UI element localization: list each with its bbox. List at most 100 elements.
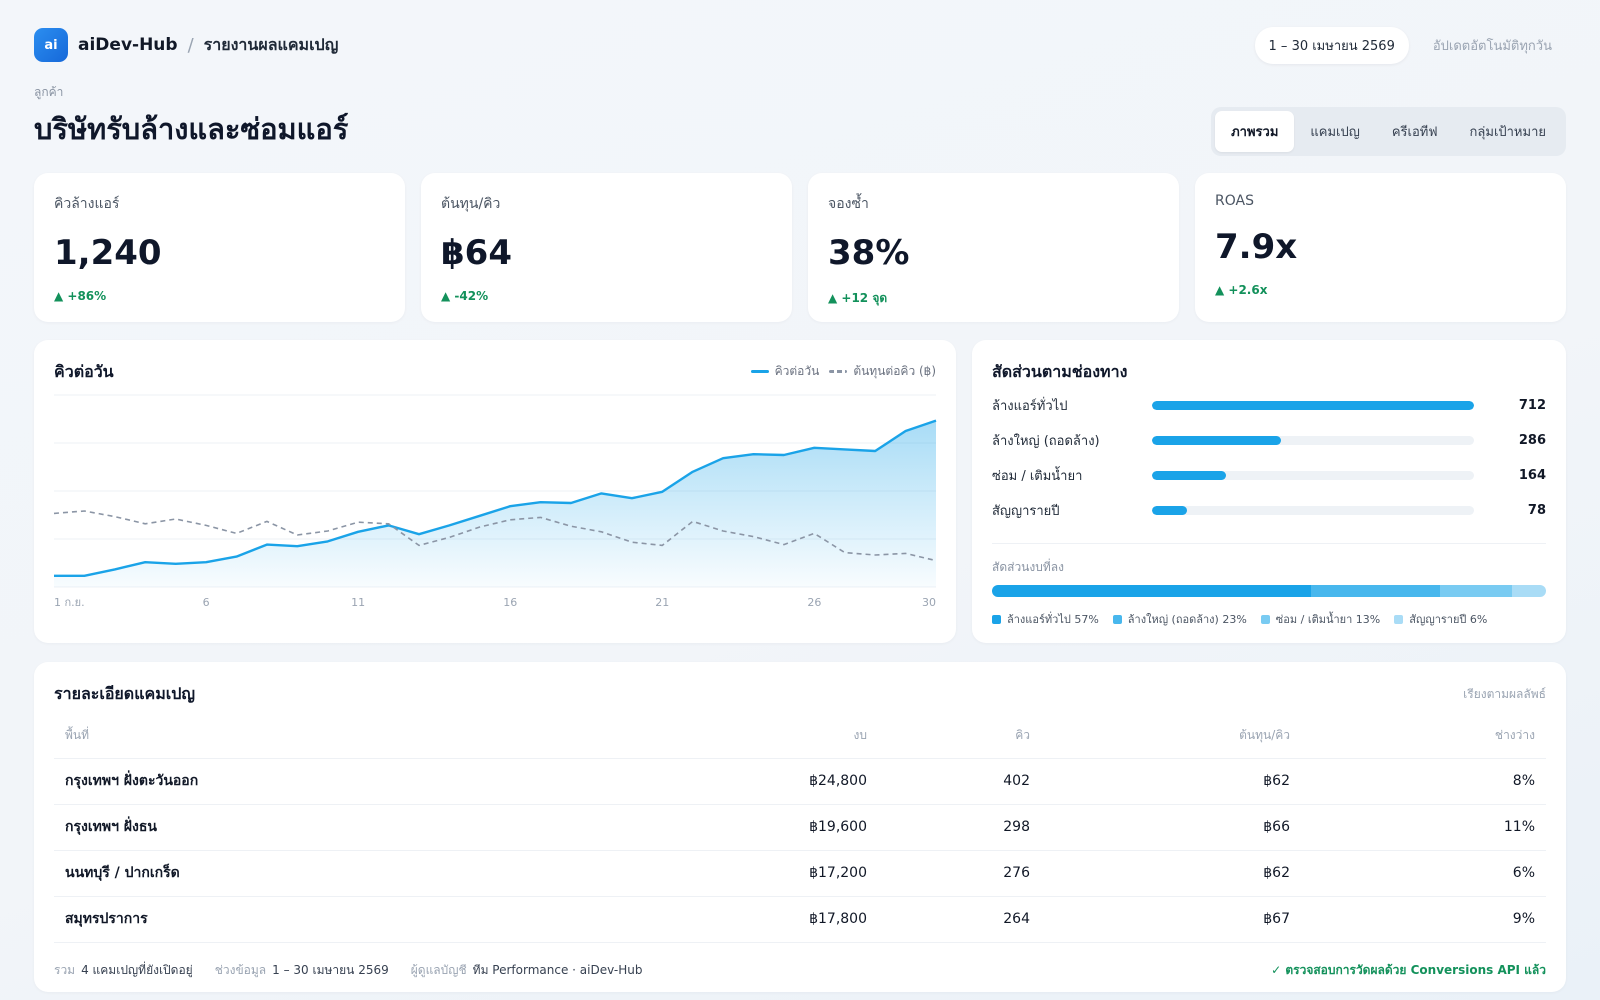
column-header-tech-idle[interactable]: ช่างว่าง (1301, 714, 1546, 759)
x-tick-label: 16 (503, 596, 517, 609)
channel-row[interactable]: สัญญารายปี 78 (992, 500, 1546, 520)
table-footer: รวม 4 แคมเปญที่ยังเปิดอยู่ ช่วงข้อมูล 1 … (54, 961, 1546, 980)
cell-tech-idle: 11% (1301, 804, 1546, 851)
cell-cost-per-queue: ฿67 (1041, 896, 1301, 943)
kpi-value: 38% (828, 233, 910, 273)
table-header-row: พื้นที่ งบ คิว ต้นทุน/คิว ช่างว่าง (54, 714, 1546, 759)
chart-title: คิวต่อวัน (54, 362, 114, 381)
top-right-area: 1 – 30 เมษายน 2569 อัปเดตอัตโนมัติทุกวัน (1254, 26, 1566, 64)
table-row[interactable]: กรุงเทพฯ ฝั่งธน ฿19,600 298 ฿66 11% (54, 804, 1546, 851)
budget-segment[interactable] (1310, 585, 1440, 597)
budget-legend-item: ซ่อม / เติมน้ำยา 13% (1260, 610, 1381, 628)
channel-mix-card: สัดส่วนตามช่องทาง ล้างแอร์ทั่วไป 712 ล้า… (972, 340, 1566, 643)
column-header-budget[interactable]: งบ (754, 714, 878, 759)
budget-legend-item: ล้างแอร์ทั่วไป 57% (992, 610, 1099, 628)
cell-budget: ฿17,200 (754, 850, 878, 897)
top-bar: ai aiDev-Hub / รายงานผลแคมเปญ 1 – 30 เมษ… (34, 26, 1566, 64)
kpi-delta: ▲ +2.6x (1215, 283, 1268, 297)
channel-bar-track (1152, 470, 1474, 480)
budget-segment[interactable] (1439, 585, 1513, 597)
channel-bar-track (1152, 435, 1474, 445)
cell-area: นนทบุรี / ปากเกร็ด (54, 850, 754, 897)
tab-audiences[interactable]: กลุ่มเป้าหมาย (1469, 125, 1546, 140)
column-header-cost-per-queue[interactable]: ต้นทุน/คิว (1041, 714, 1301, 759)
column-header-area[interactable]: พื้นที่ (54, 714, 754, 759)
daily-queue-chart[interactable]: 1 ก.ย. 6 11 16 21 26 30 (34, 340, 956, 643)
budget-legend-item: ล้างใหญ่ (ถอดล้าง) 23% (1112, 610, 1247, 628)
budget-share-bar[interactable] (992, 585, 1546, 597)
channel-bar-fill (1152, 435, 1282, 445)
table-row[interactable]: กรุงเทพฯ ฝั่งตะวันออก ฿24,800 402 ฿62 8% (54, 758, 1546, 805)
cost-series-line (53, 510, 937, 562)
legend-item-queues[interactable]: คิวต่อวัน (750, 362, 820, 381)
divider (992, 543, 1546, 544)
kpi-delta: ▲ +12 จุด (828, 291, 888, 305)
campaign-table-card: รายละเอียดแคมเปญ เรียงตามผลลัพธ์ พื้นที่… (34, 662, 1566, 992)
budget-segment[interactable] (1512, 585, 1546, 597)
budget-legend-label: ล้างใหญ่ (ถอดล้าง) 23% (1127, 613, 1247, 626)
table-row[interactable]: นนทบุรี / ปากเกร็ด ฿17,200 276 ฿62 6% (54, 850, 1546, 897)
tab-overview[interactable]: ภาพรวม (1215, 111, 1295, 152)
legend-label: ต้นทุนต่อคิว (฿) (853, 364, 936, 378)
kpi-value: ฿64 (441, 233, 512, 273)
daily-queue-chart-card: 1 ก.ย. 6 11 16 21 26 30 คิวต่อวัน คิวต่อวัน ต้… (34, 340, 956, 643)
cell-queues: 402 (878, 758, 1041, 805)
legend-dot (1394, 614, 1404, 624)
chart-legend: คิวต่อวัน ต้นทุนต่อคิว (฿) (741, 362, 936, 381)
legend-dot (992, 614, 1001, 624)
channel-value: 286 (1518, 432, 1546, 448)
kpi-card-repeat-booking: จองซ้ำ 38% ▲ +12 จุด (808, 173, 1179, 322)
page-title: บริษัทรับล้างและซ่อมแอร์ (34, 112, 349, 146)
legend-label: คิวต่อวัน (774, 364, 820, 378)
x-tick-label: 6 (203, 596, 210, 609)
queue-series-line (54, 419, 937, 577)
kpi-delta: ▲ +86% (54, 289, 107, 303)
cell-budget: ฿24,800 (754, 758, 878, 805)
cell-area: สมุทรปราการ (54, 896, 754, 943)
footer-total-value: 4 แคมเปญที่ยังเปิดอยู่ (81, 963, 193, 977)
campaign-table: พื้นที่ งบ คิว ต้นทุน/คิว ช่างว่าง กรุงเ… (54, 714, 1546, 943)
brand-name[interactable]: aiDev-Hub (78, 35, 178, 55)
cell-queues: 298 (878, 804, 1041, 851)
channel-value: 164 (1518, 467, 1546, 483)
budget-share-label: สัดส่วนงบที่ลง (992, 560, 1064, 574)
budget-legend-label: ซ่อม / เติมน้ำยา 13% (1275, 613, 1381, 626)
auto-update-note: อัปเดตอัตโนมัติทุกวัน (1432, 38, 1552, 54)
x-tick-label: 26 (807, 596, 821, 609)
channel-row[interactable]: ล้างใหญ่ (ถอดล้าง) 286 (992, 430, 1546, 450)
x-tick-label: 1 ก.ย. (54, 596, 85, 609)
brand-logo[interactable]: ai (34, 28, 68, 62)
kpi-card-cost-per-queue: ต้นทุน/คิว ฿64 ▲ -42% (421, 173, 792, 322)
breadcrumb-separator: / (187, 34, 194, 56)
channel-bar-fill (1152, 400, 1474, 410)
column-header-queues[interactable]: คิว (878, 714, 1041, 759)
tab-campaigns[interactable]: แคมเปญ (1310, 125, 1360, 140)
channel-bar-track (1152, 505, 1474, 515)
table-row[interactable]: สมุทรปราการ ฿17,800 264 ฿67 9% (54, 896, 1546, 943)
sort-control[interactable]: เรียงตามผลลัพธ์ (1463, 687, 1546, 701)
kpi-row: คิวล้างแอร์ 1,240 ▲ +86% ต้นทุน/คิว ฿64 … (34, 173, 1566, 322)
breadcrumb-current: รายงานผลแคมเปญ (203, 34, 339, 54)
date-range-picker[interactable]: 1 – 30 เมษายน 2569 (1254, 26, 1409, 64)
footer-period-value: 1 – 30 เมษายน 2569 (272, 963, 389, 977)
channel-name: สัญญารายปี (992, 503, 1060, 519)
channel-bar-fill (1152, 470, 1227, 480)
channel-mix-title: สัดส่วนตามช่องทาง (992, 362, 1128, 381)
budget-legend-item: สัญญารายปี 6% (1394, 610, 1487, 628)
channel-row[interactable]: ซ่อม / เติมน้ำยา 164 (992, 465, 1546, 485)
kpi-label: จองซ้ำ (828, 196, 869, 212)
channel-row[interactable]: ล้างแอร์ทั่วไป 712 (992, 395, 1546, 415)
view-tabs: ภาพรวม แคมเปญ ครีเอทีฟ กลุ่มเป้าหมาย (1211, 107, 1566, 156)
budget-segment[interactable] (992, 585, 1311, 597)
kpi-value: 1,240 (54, 233, 162, 273)
legend-swatch-solid (750, 370, 769, 373)
channel-name: ซ่อม / เติมน้ำยา (992, 468, 1083, 484)
cell-cost-per-queue: ฿66 (1041, 804, 1301, 851)
cell-area: กรุงเทพฯ ฝั่งตะวันออก (54, 758, 754, 805)
verification-status: ✓ ตรวจสอบการวัดผลด้วย Conversions API แล… (1271, 963, 1546, 977)
legend-item-cost[interactable]: ต้นทุนต่อคิว (฿) (829, 362, 936, 381)
cell-budget: ฿17,800 (754, 896, 878, 943)
budget-share-legend: ล้างแอร์ทั่วไป 57% ล้างใหญ่ (ถอดล้าง) 23%… (992, 610, 1501, 628)
channel-bar-fill (1152, 505, 1188, 515)
tab-creatives[interactable]: ครีเอทีฟ (1391, 125, 1438, 140)
